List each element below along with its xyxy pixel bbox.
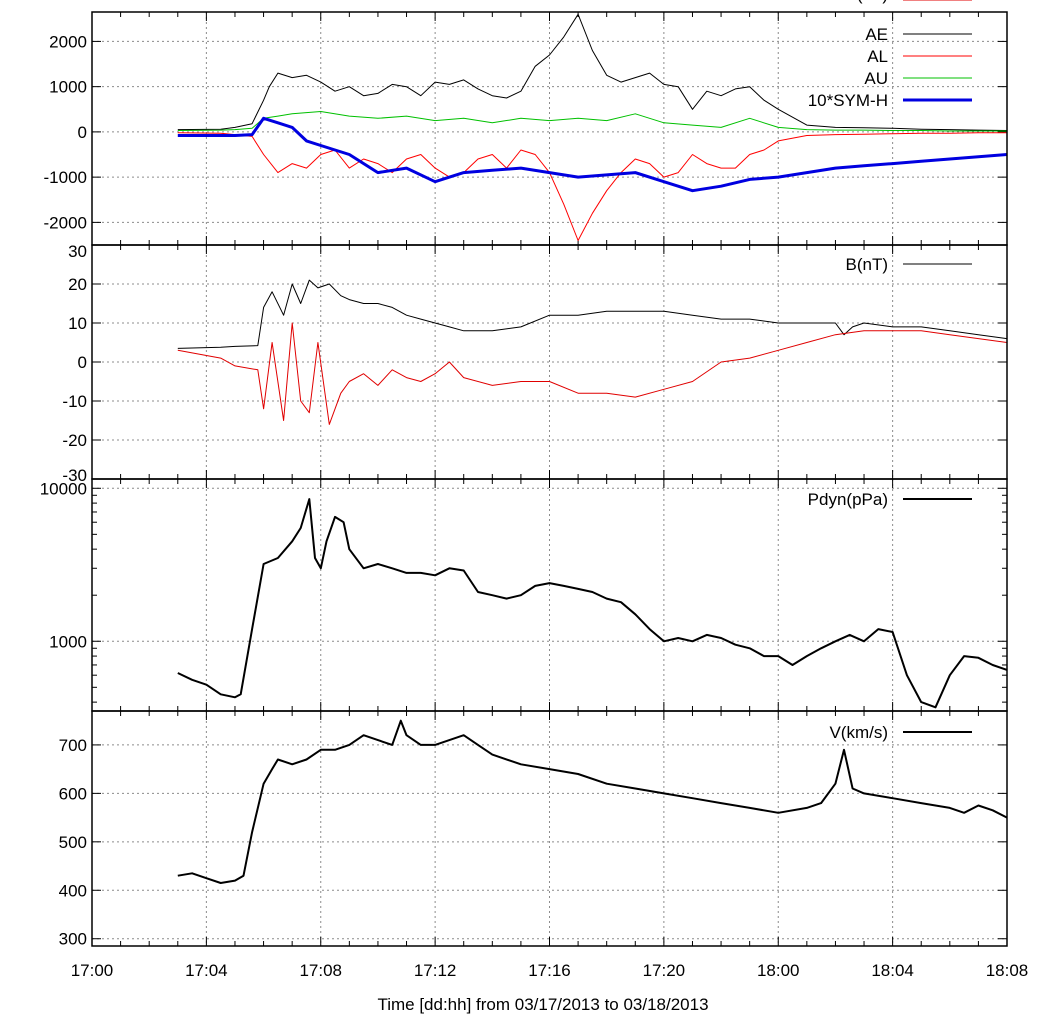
x-tick-label: 18:04 [871,961,914,980]
y-tick-label: 600 [59,784,87,803]
y-tick-label: -20 [62,431,87,450]
x-tick-label: 17:04 [185,961,228,980]
series-line-al [177,132,1007,241]
y-tick-label: 20 [68,275,87,294]
legend-label: Pdyn(pPa) [808,490,888,509]
y-tick-label: 400 [59,881,87,900]
legend-label: Bz(nT) [837,0,888,4]
panel-pressure: 10000 1000 Pdyn(pPa) [40,478,1008,712]
x-tick-label: 17:08 [299,961,342,980]
y-tick-label: 700 [59,736,87,755]
legend-label: AL [867,47,888,66]
y-tick-label: 1000 [49,632,87,651]
panel-frame [91,710,1008,947]
y-tick-label: 2000 [49,32,87,51]
series-line-b-nt- [177,279,1007,349]
y-tick-label: -1000 [44,168,87,187]
y-tick-label: 500 [59,833,87,852]
y-tick-label: -10 [62,392,87,411]
y-tick-label: 0 [78,353,87,372]
x-tick-label: 17:16 [528,961,571,980]
legend-label: AU [864,69,888,88]
x-tick-label: 18:08 [986,961,1029,980]
panel-imf: 30 20 10 0 -10 -20 -30 B(nT) Bz(nT) [62,0,1008,485]
legend-label: V(km/s) [829,723,888,742]
legend-label: AE [865,25,888,44]
x-tick-label: 17:12 [414,961,457,980]
legend-label: B(nT) [846,255,889,274]
y-tick-label: 10000 [40,479,87,498]
x-axis-title: Time [dd:hh] from 03/17/2013 to 03/18/20… [377,995,708,1014]
panel-velocity: 700 600 500 400 300 V(km/s) [59,710,1008,949]
x-tick-label: 17:20 [643,961,686,980]
series-line-v-km-s- [177,719,1007,884]
y-tick-label: -2000 [44,213,87,232]
y-tick-label: 10 [68,314,87,333]
y-tick-label: 0 [78,123,87,142]
y-tick-label: -30 [62,466,87,485]
x-tick-label: 17:00 [71,961,114,980]
y-tick-label: 300 [59,930,87,949]
series-line-10-sym-h [177,116,1007,193]
series-line-ae [177,13,1007,131]
panel-indices: 2000 1000 0 -1000 -2000 AE AL AU 10*SYM-H [44,11,1008,246]
y-tick-label: 30 [68,242,87,261]
series-line-au [177,111,1007,132]
series-line-pdyn-ppa- [177,498,1007,709]
y-tick-label: 1000 [49,78,87,97]
x-tick-label: 18:00 [757,961,800,980]
legend-label: 10*SYM-H [808,91,888,110]
series-line-bz-nt- [177,322,1007,425]
